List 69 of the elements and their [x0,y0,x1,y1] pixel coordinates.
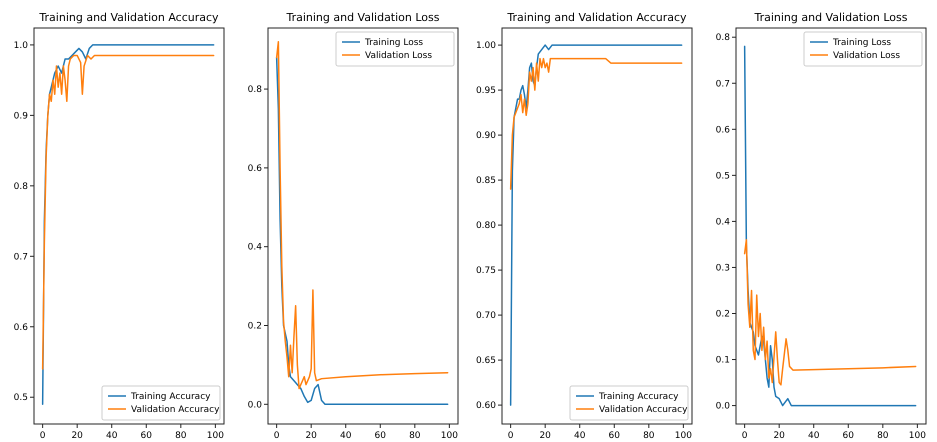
legend-label: Validation Accuracy [599,405,688,415]
x-tick-label: 100 [908,431,926,441]
x-tick-label: 20 [539,431,552,441]
legend-label: Validation Loss [833,51,900,61]
y-tick-label: 1.00 [476,41,496,52]
x-tick-label: 20 [773,431,786,441]
x-tick-label: 40 [340,431,352,441]
y-tick-label: 0.7 [14,252,28,262]
y-tick-label: 0.6 [14,322,28,333]
x-tick-label: 0 [508,431,514,441]
x-tick-label: 80 [175,431,187,441]
chart-title: Training and Validation Accuracy [506,11,688,24]
y-tick-label: 0.0 [716,402,730,412]
y-tick-label: 0.1 [716,356,730,366]
y-tick-label: 0.65 [476,356,496,366]
legend-label: Training Loss [364,38,424,48]
y-tick-label: 0.90 [476,131,496,142]
x-tick-label: 80 [643,431,655,441]
y-tick-label: 0.9 [14,111,28,122]
y-tick-label: 0.0 [248,400,262,410]
y-tick-label: 0.3 [716,263,730,274]
chart-title: Training and Validation Loss [753,11,908,24]
y-tick-label: 0.85 [476,176,496,186]
legend-label: Validation Loss [365,51,432,61]
x-tick-label: 100 [674,431,692,441]
y-tick-label: 0.80 [476,221,496,232]
x-tick-label: 40 [574,431,586,441]
y-tick-label: 0.7 [716,79,730,90]
x-tick-label: 0 [40,431,46,441]
y-tick-label: 0.70 [476,311,496,322]
x-tick-label: 100 [440,431,458,441]
x-tick-label: 60 [140,431,152,441]
line-series [744,239,916,386]
y-tick-label: 0.5 [14,393,28,404]
line-series [510,58,682,190]
y-tick-label: 0.4 [716,217,730,228]
y-tick-label: 1.0 [14,40,28,51]
x-tick-label: 20 [305,431,318,441]
y-tick-label: 0.5 [716,171,730,182]
y-tick-label: 0.2 [248,321,262,332]
chart-title: Training and Validation Accuracy [38,11,220,24]
y-tick-label: 0.8 [14,182,28,192]
y-tick-label: 0.6 [248,164,262,174]
x-tick-label: 0 [742,431,748,441]
x-tick-label: 40 [106,431,118,441]
line-series [744,46,916,406]
x-tick-label: 0 [274,431,280,441]
legend-label: Training Accuracy [598,392,680,402]
y-tick-label: 0.8 [248,85,262,96]
x-tick-label: 40 [808,431,820,441]
legend-label: Training Loss [832,38,892,48]
x-tick-label: 80 [877,431,889,441]
x-tick-label: 20 [71,431,84,441]
y-tick-label: 0.60 [476,401,496,412]
y-tick-label: 0.4 [248,242,262,253]
legend-label: Validation Accuracy [131,405,220,415]
legend-label: Training Accuracy [130,392,212,402]
y-tick-label: 0.95 [476,86,496,96]
line-series [510,44,682,406]
y-tick-label: 0.2 [716,309,730,320]
chart-title: Training and Validation Loss [285,11,440,24]
x-tick-label: 60 [842,431,854,441]
y-tick-label: 0.75 [476,266,496,276]
x-tick-label: 60 [374,431,386,441]
x-tick-label: 100 [206,431,224,441]
x-tick-label: 80 [409,431,421,441]
y-tick-label: 0.6 [716,125,730,136]
y-tick-label: 0.8 [716,33,730,44]
x-tick-label: 60 [608,431,620,441]
